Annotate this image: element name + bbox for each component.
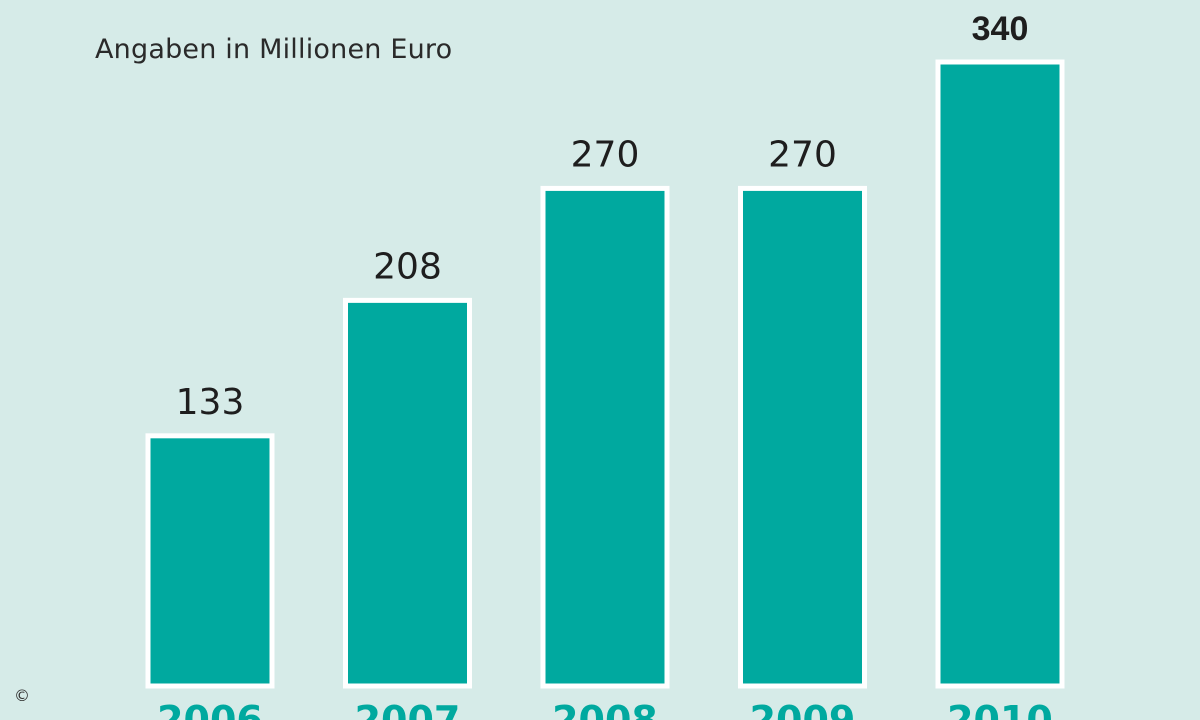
copyright-icon: © bbox=[14, 686, 30, 705]
bar-2010 bbox=[935, 59, 1065, 689]
value-label-2008: 270 bbox=[571, 134, 640, 175]
category-label-2008: 2008 bbox=[552, 698, 658, 720]
category-label-2007: 2007 bbox=[355, 698, 461, 720]
chart-unit-label: Angaben in Millionen Euro bbox=[95, 34, 453, 65]
bar-2008 bbox=[540, 185, 670, 689]
category-label-2010: 2010 bbox=[947, 698, 1053, 720]
value-label-2009: 270 bbox=[768, 134, 837, 175]
bar-2006 bbox=[145, 433, 275, 689]
value-label-2006: 133 bbox=[176, 382, 245, 423]
bar-2009 bbox=[738, 185, 867, 689]
bar-2007 bbox=[343, 297, 472, 689]
value-label-2010: 340 bbox=[972, 10, 1029, 48]
value-label-2007: 208 bbox=[373, 246, 442, 287]
category-label-2006: 2006 bbox=[157, 698, 263, 720]
category-label-2009: 2009 bbox=[750, 698, 856, 720]
